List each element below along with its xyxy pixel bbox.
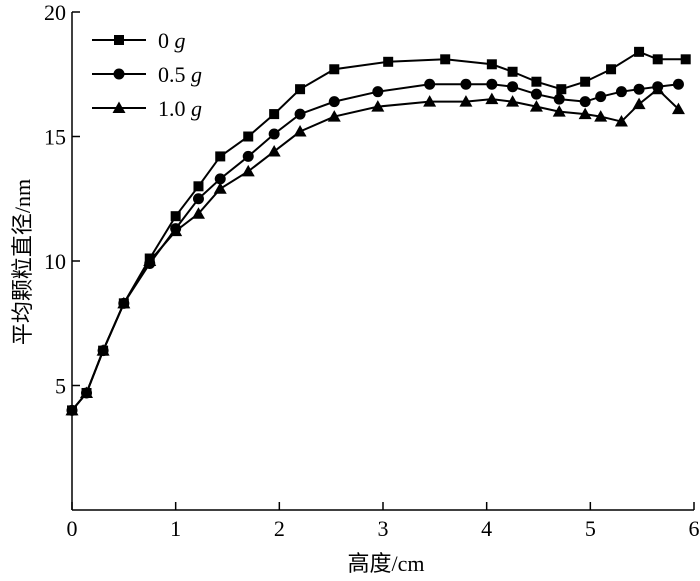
data-point-square	[556, 84, 567, 95]
data-point-triangle	[117, 296, 131, 309]
series-line	[71, 87, 680, 412]
legend-label: 0.5 g	[158, 62, 202, 87]
data-point-circle	[507, 81, 519, 93]
data-point-triangle	[632, 97, 646, 110]
data-point-square	[269, 109, 280, 120]
data-point-triangle	[552, 105, 566, 117]
data-point-circle	[372, 86, 384, 98]
data-point-square	[606, 64, 617, 75]
data-point-circle	[328, 96, 340, 108]
data-point-square	[440, 54, 451, 65]
y-axis-title: 平均颗粒直径/nm	[10, 179, 35, 345]
data-point-square	[580, 76, 591, 87]
data-point-triangle	[651, 82, 665, 95]
y-tick-label: 15	[44, 125, 66, 150]
data-point-triangle	[191, 207, 205, 219]
data-point-triangle	[65, 403, 79, 416]
data-point-circle	[553, 93, 565, 105]
data-point-circle	[672, 78, 684, 90]
x-tick-label: 1	[170, 516, 181, 541]
axis-ticks: 0 1 2 3 4 5 6 5 10 15 20	[44, 0, 700, 541]
x-tick-label: 0	[67, 516, 78, 541]
data-point-triangle	[578, 107, 592, 120]
data-point-triangle	[614, 115, 628, 127]
data-point-triangle	[169, 224, 183, 237]
data-point-square	[680, 54, 691, 65]
data-point-triangle	[459, 95, 473, 107]
data-point-square	[383, 56, 394, 67]
data-point-square	[170, 211, 181, 222]
data-point-triangle	[423, 95, 437, 107]
data-point-triangle	[327, 110, 341, 122]
data-point-square	[215, 151, 226, 162]
series-layer	[65, 46, 691, 416]
series-line	[71, 83, 679, 412]
data-point-square	[531, 76, 542, 87]
legend-item: 1.0 g	[92, 96, 202, 121]
data-point-triangle	[241, 164, 255, 177]
legend-item: 0 g	[92, 28, 186, 53]
data-point-circle	[424, 78, 436, 90]
data-point-circle	[615, 86, 627, 98]
data-point-square	[243, 131, 254, 142]
y-tick-label: 10	[44, 249, 66, 274]
data-point-triangle	[80, 386, 94, 398]
data-point-triangle	[529, 100, 543, 112]
data-point-circle	[460, 78, 472, 90]
data-point-square	[193, 181, 204, 192]
series-triangle	[65, 82, 685, 416]
legend-marker-circle	[113, 68, 125, 80]
data-point-triangle	[671, 102, 685, 115]
y-tick-label: 5	[55, 374, 66, 399]
x-tick-label: 6	[689, 516, 700, 541]
x-tick-label: 5	[585, 516, 596, 541]
data-point-triangle	[293, 125, 307, 137]
data-point-triangle	[371, 100, 385, 112]
data-point-triangle	[143, 254, 157, 266]
data-point-square	[634, 46, 645, 57]
legend-label: 1.0 g	[158, 96, 202, 121]
data-point-triangle	[267, 144, 281, 157]
x-tick-label: 3	[378, 516, 389, 541]
x-axis-title: 高度/cm	[348, 551, 425, 576]
data-point-circle	[530, 88, 542, 100]
data-point-circle	[268, 128, 280, 140]
data-point-triangle	[485, 92, 499, 105]
data-point-circle	[633, 83, 645, 95]
legend-marker-square	[114, 35, 124, 45]
data-point-circle	[595, 91, 607, 103]
y-tick-label: 20	[44, 0, 66, 25]
data-point-circle	[486, 78, 498, 90]
x-tick-label: 4	[481, 516, 492, 541]
data-point-triangle	[96, 344, 110, 356]
data-point-circle	[192, 193, 204, 205]
data-point-circle	[579, 96, 591, 108]
data-point-square	[507, 66, 518, 77]
series-circle	[66, 78, 684, 416]
legend-marker-triangle	[112, 101, 126, 113]
x-tick-label: 2	[274, 516, 285, 541]
data-point-square	[486, 59, 497, 70]
data-point-square	[295, 84, 306, 95]
data-point-square	[652, 54, 663, 65]
legend: 0 g 0.5 g 1.0 g	[92, 28, 202, 121]
data-point-triangle	[594, 110, 608, 122]
data-point-circle	[242, 150, 254, 162]
legend-label: 0 g	[158, 28, 186, 53]
data-point-triangle	[213, 182, 227, 194]
data-point-circle	[294, 108, 306, 120]
data-point-triangle	[506, 95, 520, 107]
data-point-circle	[214, 173, 226, 185]
legend-item: 0.5 g	[92, 62, 202, 87]
data-point-square	[329, 64, 340, 75]
